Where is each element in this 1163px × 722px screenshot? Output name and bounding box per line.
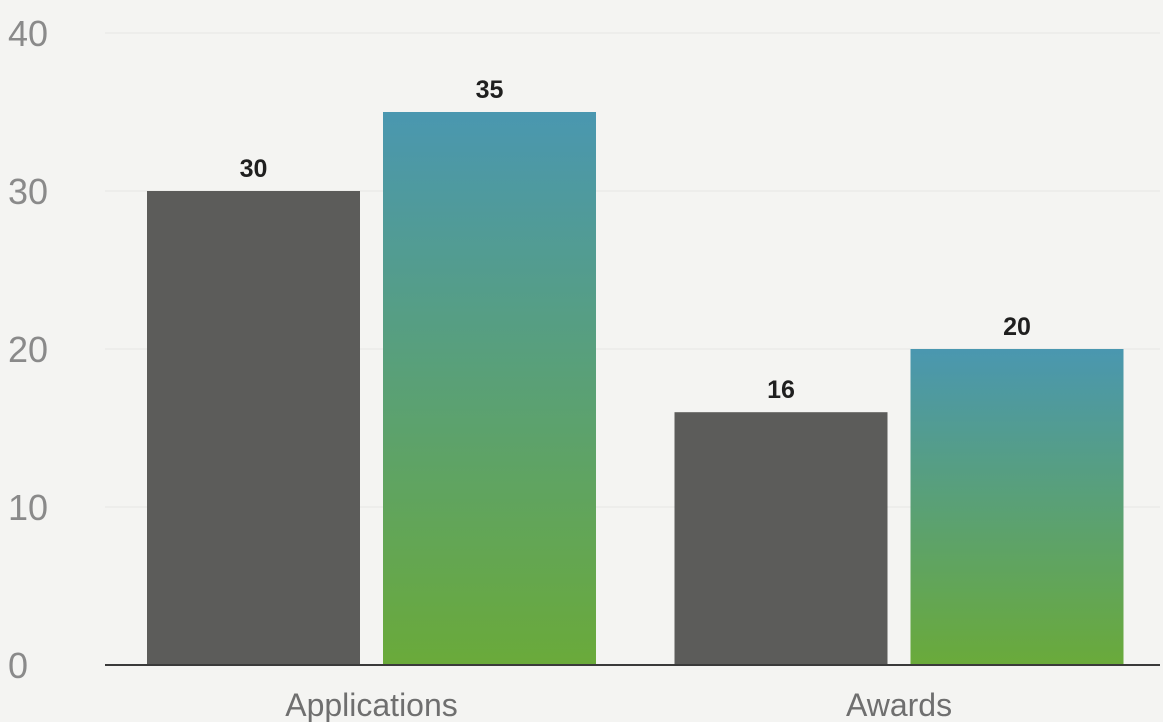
data-label: 35: [476, 76, 504, 104]
bar: [147, 191, 360, 665]
y-tick-label: 10: [8, 487, 48, 528]
y-axis-tick-labels: 0 10 20 30 40: [8, 13, 48, 686]
bar: [910, 349, 1124, 665]
category-labels: Applications Awards: [285, 687, 952, 722]
bars: [147, 112, 1124, 665]
y-tick-label: 30: [8, 171, 48, 212]
data-label: 20: [1003, 313, 1031, 341]
bar: [674, 412, 888, 665]
y-tick-label: 40: [8, 13, 48, 54]
bar: [383, 112, 596, 665]
y-tick-label: 20: [8, 329, 48, 370]
data-label: 30: [240, 155, 268, 183]
category-label: Applications: [285, 687, 458, 722]
data-label: 16: [767, 376, 795, 404]
category-label: Awards: [846, 687, 952, 722]
y-tick-label: 0: [8, 645, 28, 686]
data-labels: 30 35 16 20: [240, 76, 1031, 404]
